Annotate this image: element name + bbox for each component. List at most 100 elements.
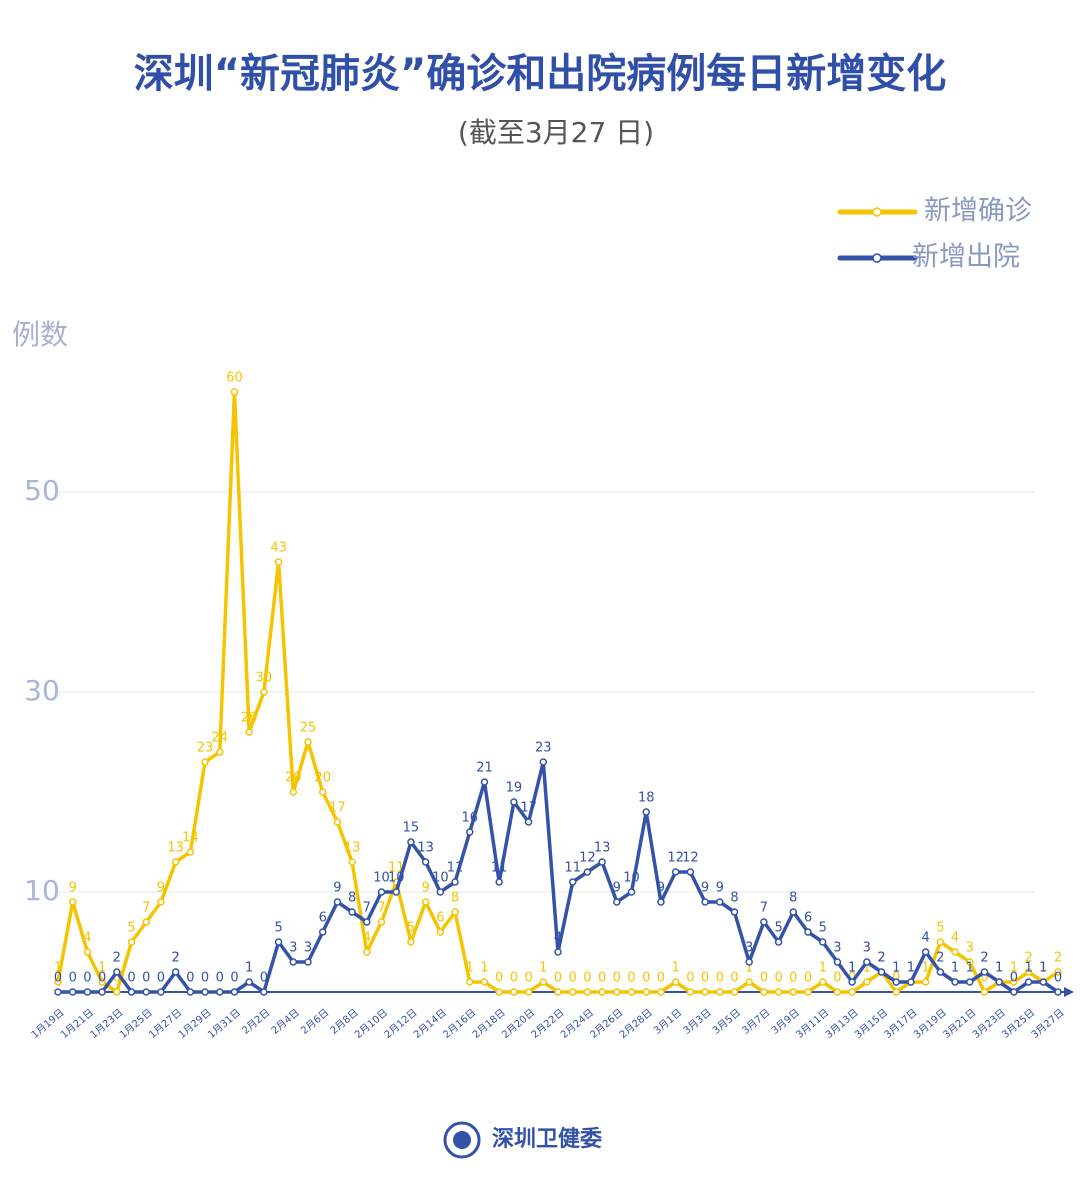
data-point bbox=[113, 988, 121, 996]
legend-label: 新增确诊 bbox=[924, 196, 1032, 227]
data-label: 2 bbox=[936, 951, 944, 966]
series-line bbox=[58, 760, 1059, 994]
data-label: 5 bbox=[127, 921, 135, 936]
data-label: 0 bbox=[598, 971, 606, 986]
data-label: 0 bbox=[260, 971, 268, 986]
data-label: 0 bbox=[627, 971, 635, 986]
data-label: 7 bbox=[760, 901, 768, 916]
data-point bbox=[583, 868, 592, 876]
data-point bbox=[613, 988, 621, 996]
data-label: 1 bbox=[1024, 961, 1032, 976]
chart-subtitle: (截至3月27 日) bbox=[458, 116, 654, 149]
data-label: 1 bbox=[819, 961, 827, 976]
data-label: 0 bbox=[716, 971, 724, 986]
data-point bbox=[318, 928, 327, 936]
data-point bbox=[980, 968, 989, 976]
x-tick-label: 3月7日 bbox=[740, 1007, 773, 1037]
data-point bbox=[54, 988, 62, 996]
data-label: 25 bbox=[300, 721, 317, 736]
x-axis-arrow bbox=[1064, 987, 1074, 997]
data-point bbox=[230, 988, 239, 996]
data-label: 2 bbox=[877, 951, 885, 966]
logo bbox=[443, 1121, 481, 1159]
y-tick-label: 10 bbox=[24, 874, 60, 907]
data-label: 0 bbox=[495, 971, 503, 986]
data-label: 1 bbox=[480, 961, 488, 976]
data-label: 9 bbox=[333, 881, 341, 896]
data-label: 10 bbox=[388, 871, 405, 886]
data-label: 8 bbox=[451, 891, 459, 906]
data-point bbox=[363, 918, 371, 926]
data-label: 1 bbox=[245, 961, 253, 976]
data-point bbox=[774, 988, 783, 996]
data-point bbox=[877, 968, 886, 976]
data-point bbox=[274, 938, 283, 946]
data-label: 5 bbox=[936, 921, 944, 936]
y-tick-label: 30 bbox=[24, 674, 60, 707]
data-label: 0 bbox=[186, 971, 194, 986]
data-label: 1 bbox=[98, 961, 106, 976]
data-label: 17 bbox=[329, 801, 346, 816]
data-point bbox=[421, 858, 430, 866]
data-label: 0 bbox=[789, 971, 797, 986]
data-label: 0 bbox=[83, 971, 91, 986]
data-point bbox=[671, 978, 680, 986]
data-point bbox=[951, 978, 959, 986]
data-point bbox=[848, 978, 856, 986]
data-point bbox=[142, 988, 150, 996]
data-label: 10 bbox=[623, 871, 640, 886]
data-label: 16 bbox=[461, 811, 478, 826]
chart-title: 深圳“新冠肺炎”确诊和出院病例每日新增变化 bbox=[134, 51, 947, 97]
footer: 深圳卫健委 bbox=[443, 1121, 602, 1159]
x-tick-label: 2月28日 bbox=[617, 1007, 655, 1041]
data-label: 23 bbox=[197, 741, 214, 756]
data-label: 0 bbox=[804, 971, 812, 986]
data-point bbox=[1054, 988, 1062, 996]
data-point bbox=[466, 828, 474, 836]
data-label: 9 bbox=[69, 881, 77, 896]
data-label: 5 bbox=[274, 921, 282, 936]
series: 1941057913142324602630432025201713471159… bbox=[54, 371, 1062, 996]
data-point bbox=[951, 948, 959, 956]
data-label: 0 bbox=[613, 971, 621, 986]
data-point bbox=[186, 848, 195, 856]
data-point bbox=[833, 988, 842, 996]
data-label: 8 bbox=[348, 891, 356, 906]
x-tick-label: 3月5日 bbox=[710, 1007, 743, 1037]
data-label: 60 bbox=[226, 371, 243, 386]
data-label: 6 bbox=[804, 911, 812, 926]
data-point bbox=[804, 928, 812, 936]
data-point bbox=[348, 858, 356, 866]
data-point bbox=[216, 988, 224, 996]
data-point bbox=[863, 978, 871, 986]
y-tick-label: 50 bbox=[24, 474, 60, 507]
data-point bbox=[436, 928, 445, 936]
data-label: 1 bbox=[892, 961, 900, 976]
data-label: 1 bbox=[466, 961, 474, 976]
source: 深圳卫健委 bbox=[492, 1126, 602, 1152]
data-point bbox=[289, 788, 298, 796]
data-label: 18 bbox=[638, 791, 655, 806]
data-label: 5 bbox=[407, 921, 415, 936]
data-point bbox=[848, 988, 856, 996]
data-label: 1 bbox=[995, 961, 1003, 976]
data-label: 0 bbox=[216, 971, 224, 986]
data-label: 13 bbox=[167, 841, 184, 856]
data-point bbox=[627, 988, 636, 996]
data-point bbox=[701, 988, 709, 996]
data-point bbox=[789, 908, 798, 916]
data-label: 0 bbox=[833, 971, 841, 986]
data-label: 11 bbox=[447, 861, 464, 876]
data-point bbox=[524, 988, 533, 996]
data-point bbox=[157, 988, 165, 996]
data-point bbox=[583, 988, 592, 996]
data-point bbox=[1024, 978, 1033, 986]
data-label: 1 bbox=[922, 961, 930, 976]
data-label: 3 bbox=[289, 941, 297, 956]
data-label: 0 bbox=[98, 971, 106, 986]
data-point bbox=[68, 898, 77, 906]
data-point bbox=[863, 958, 871, 966]
data-point bbox=[495, 988, 503, 996]
data-point bbox=[936, 938, 945, 946]
